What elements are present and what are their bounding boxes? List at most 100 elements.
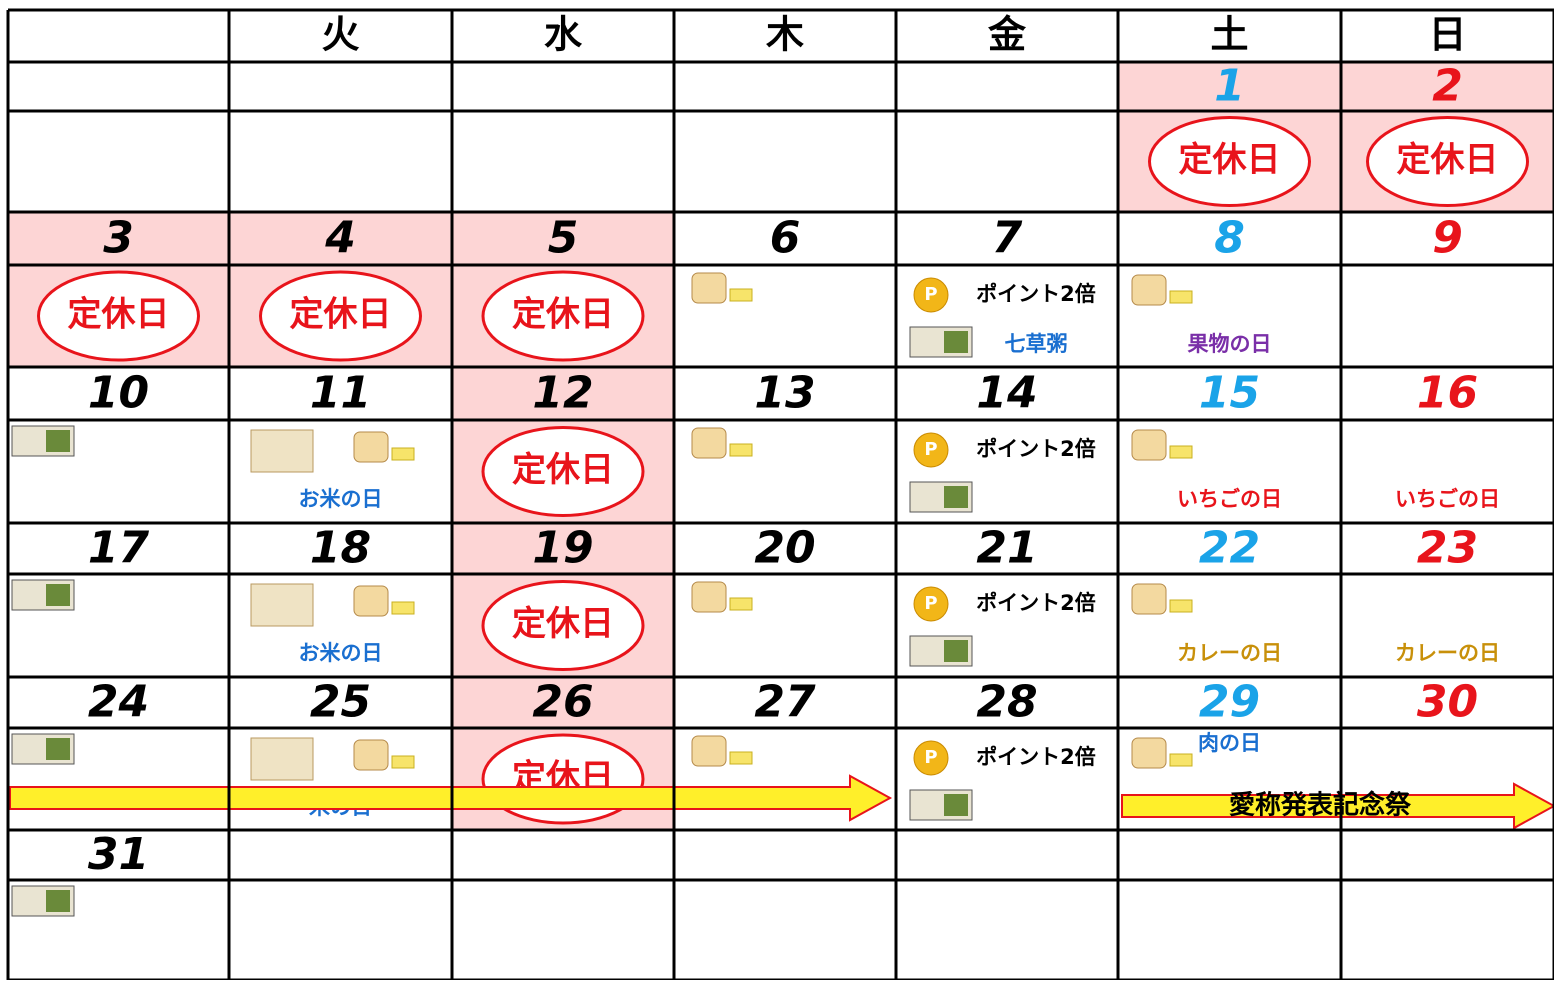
date-number: 10 xyxy=(88,368,149,419)
closed-label: 定休日 xyxy=(290,295,392,335)
weekday: 土 xyxy=(1210,13,1248,57)
closed-label: 定休日 xyxy=(512,295,614,335)
event-label: お米の日 xyxy=(299,487,383,511)
closed-oval xyxy=(37,270,200,362)
closed-label: 定休日 xyxy=(1397,140,1499,180)
weekday: 日 xyxy=(1428,13,1466,57)
bread-icon xyxy=(691,581,727,613)
closed-oval xyxy=(1366,116,1529,207)
date-number: 13 xyxy=(754,368,815,419)
rice-icon xyxy=(250,583,314,627)
closed-oval xyxy=(481,270,645,362)
date-number: 5 xyxy=(548,213,579,264)
bread-icon xyxy=(1131,583,1167,615)
event-label: 七草粥 xyxy=(1005,332,1068,356)
event-label: 肉の日 xyxy=(1198,731,1261,755)
closed-label: 定休日 xyxy=(1179,140,1281,180)
weekday: 水 xyxy=(544,13,583,57)
bento-food xyxy=(46,584,70,606)
weekday: 火 xyxy=(321,13,359,57)
date-number: 18 xyxy=(310,523,371,574)
date-number: 3 xyxy=(103,213,134,264)
butter-icon xyxy=(391,601,415,615)
butter-icon xyxy=(391,447,415,461)
event-label: ポイント2倍 xyxy=(976,437,1096,461)
coin-icon xyxy=(913,586,949,622)
weekday: 金 xyxy=(987,13,1027,57)
date-number: 8 xyxy=(1214,213,1245,264)
butter-icon xyxy=(729,751,753,765)
date-number: 17 xyxy=(88,523,150,574)
event-label: ポイント2倍 xyxy=(976,282,1096,306)
date-number: 16 xyxy=(1417,368,1478,419)
date-number: 4 xyxy=(324,213,356,264)
date-number: 14 xyxy=(976,368,1037,419)
coin-p: P xyxy=(924,284,937,305)
date-number: 27 xyxy=(754,677,816,728)
butter-icon xyxy=(391,755,415,769)
butter-icon xyxy=(729,443,753,457)
closed-label: 定休日 xyxy=(512,604,614,644)
date-number: 30 xyxy=(1417,677,1478,728)
butter-icon xyxy=(729,597,753,611)
closed-oval xyxy=(481,580,645,671)
coin-p: P xyxy=(924,747,937,768)
bento-food xyxy=(944,794,968,816)
bento-food xyxy=(46,430,70,452)
bread-icon xyxy=(691,427,727,459)
event-label: カレーの日 xyxy=(1177,641,1282,665)
date-number: 9 xyxy=(1432,213,1463,264)
butter-icon xyxy=(1169,445,1193,459)
bento-food xyxy=(46,890,70,912)
banner-arrow xyxy=(1121,782,1554,830)
date-number: 19 xyxy=(532,523,593,574)
date-number: 31 xyxy=(88,829,149,880)
bread-icon xyxy=(353,431,389,463)
rice-icon xyxy=(250,737,314,781)
bento-food xyxy=(944,486,968,508)
date-number: 29 xyxy=(1199,677,1260,728)
banner-arrow xyxy=(9,774,893,822)
date-number: 20 xyxy=(754,523,815,574)
rice-icon xyxy=(250,429,314,473)
date-number: 26 xyxy=(532,677,593,728)
date-number: 21 xyxy=(976,523,1037,574)
event-label: いちごの日 xyxy=(1395,487,1500,511)
weekday: 木 xyxy=(766,13,804,57)
bento-food xyxy=(46,738,70,760)
event-label: カレーの日 xyxy=(1395,641,1500,665)
date-number: 28 xyxy=(976,677,1037,728)
bread-icon xyxy=(1131,429,1167,461)
bread-icon xyxy=(353,739,389,771)
date-number: 11 xyxy=(310,368,371,419)
bread-icon xyxy=(691,735,727,767)
butter-icon xyxy=(1169,753,1193,767)
coin-icon xyxy=(913,432,949,468)
bread-icon xyxy=(1131,274,1167,306)
coin-icon xyxy=(913,740,949,776)
closed-label: 定休日 xyxy=(512,450,614,490)
bread-icon xyxy=(691,272,727,304)
bread-icon xyxy=(1131,737,1167,769)
date-number: 7 xyxy=(992,213,1023,264)
event-label: ポイント2倍 xyxy=(976,591,1096,615)
closed-label: 定休日 xyxy=(68,295,170,335)
coin-icon xyxy=(913,277,949,313)
event-label: ポイント2倍 xyxy=(976,745,1096,769)
closed-oval xyxy=(1148,116,1311,207)
closed-oval xyxy=(481,426,645,517)
butter-icon xyxy=(1169,290,1193,304)
date-number: 24 xyxy=(88,677,149,728)
event-label: いちごの日 xyxy=(1177,487,1282,511)
date-number: 6 xyxy=(770,213,801,264)
event-label: 果物の日 xyxy=(1188,332,1272,356)
bento-food xyxy=(944,331,968,353)
bento-food xyxy=(944,640,968,662)
date-number: 23 xyxy=(1417,523,1478,574)
butter-icon xyxy=(729,288,753,302)
butter-icon xyxy=(1169,599,1193,613)
date-number: 1 xyxy=(1214,61,1245,112)
date-number: 12 xyxy=(532,368,593,419)
